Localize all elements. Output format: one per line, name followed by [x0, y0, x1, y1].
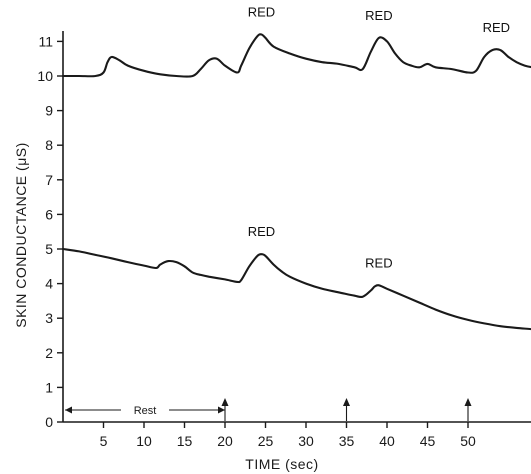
x-tick-label-35: 35 — [339, 433, 355, 449]
y-tick-label-6: 6 — [45, 206, 53, 222]
annotation-red-5: RED — [365, 255, 392, 270]
event-marker-arrowhead-20 — [221, 398, 229, 406]
x-tick-label-10: 10 — [136, 433, 152, 449]
axes — [62, 31, 531, 423]
series-group — [61, 33, 531, 331]
y-tick-label-8: 8 — [45, 137, 53, 153]
y-tick-label-3: 3 — [45, 310, 53, 326]
y-tick-label-1: 1 — [45, 379, 53, 395]
x-tick-label-25: 25 — [258, 433, 274, 449]
x-tick-label-15: 15 — [177, 433, 193, 449]
y-tick-label-4: 4 — [45, 276, 53, 292]
series-line-1 — [61, 33, 531, 78]
x-tick-label-50: 50 — [460, 433, 476, 449]
annotation-red-3: RED — [483, 20, 510, 35]
event-markers: Rest — [65, 398, 472, 421]
rest-arrowhead-left — [65, 406, 72, 414]
annotation-red-1: RED — [248, 4, 275, 19]
y-axis-title: SKIN CONDUCTANCE (μS) — [13, 142, 29, 328]
rest-arrowhead-right — [218, 406, 225, 414]
x-tick-label-30: 30 — [298, 433, 314, 449]
x-tick-label-45: 45 — [420, 433, 436, 449]
series-line-2 — [61, 247, 531, 331]
y-tick-label-10: 10 — [37, 68, 53, 84]
event-marker-arrowhead-35 — [343, 398, 350, 406]
y-tick-label-2: 2 — [45, 345, 53, 361]
y-tick-label-9: 9 — [45, 103, 53, 119]
y-tick-label-11: 11 — [38, 33, 53, 49]
x-tick-label-40: 40 — [379, 433, 395, 449]
y-tick-label-5: 5 — [45, 241, 53, 257]
event-marker-arrowhead-50 — [464, 398, 472, 406]
x-tick-label-20: 20 — [217, 433, 233, 449]
x-tick-label-5: 5 — [100, 433, 108, 449]
annotations-group: RED RED RED RED RED — [248, 4, 510, 270]
annotation-red-4: RED — [248, 224, 275, 239]
rest-label: Rest — [134, 405, 157, 417]
annotation-red-2: RED — [365, 8, 392, 23]
y-tick-label-0: 0 — [45, 414, 53, 430]
x-axis-title: TIME (sec) — [245, 456, 318, 472]
y-tick-label-7: 7 — [45, 172, 53, 188]
